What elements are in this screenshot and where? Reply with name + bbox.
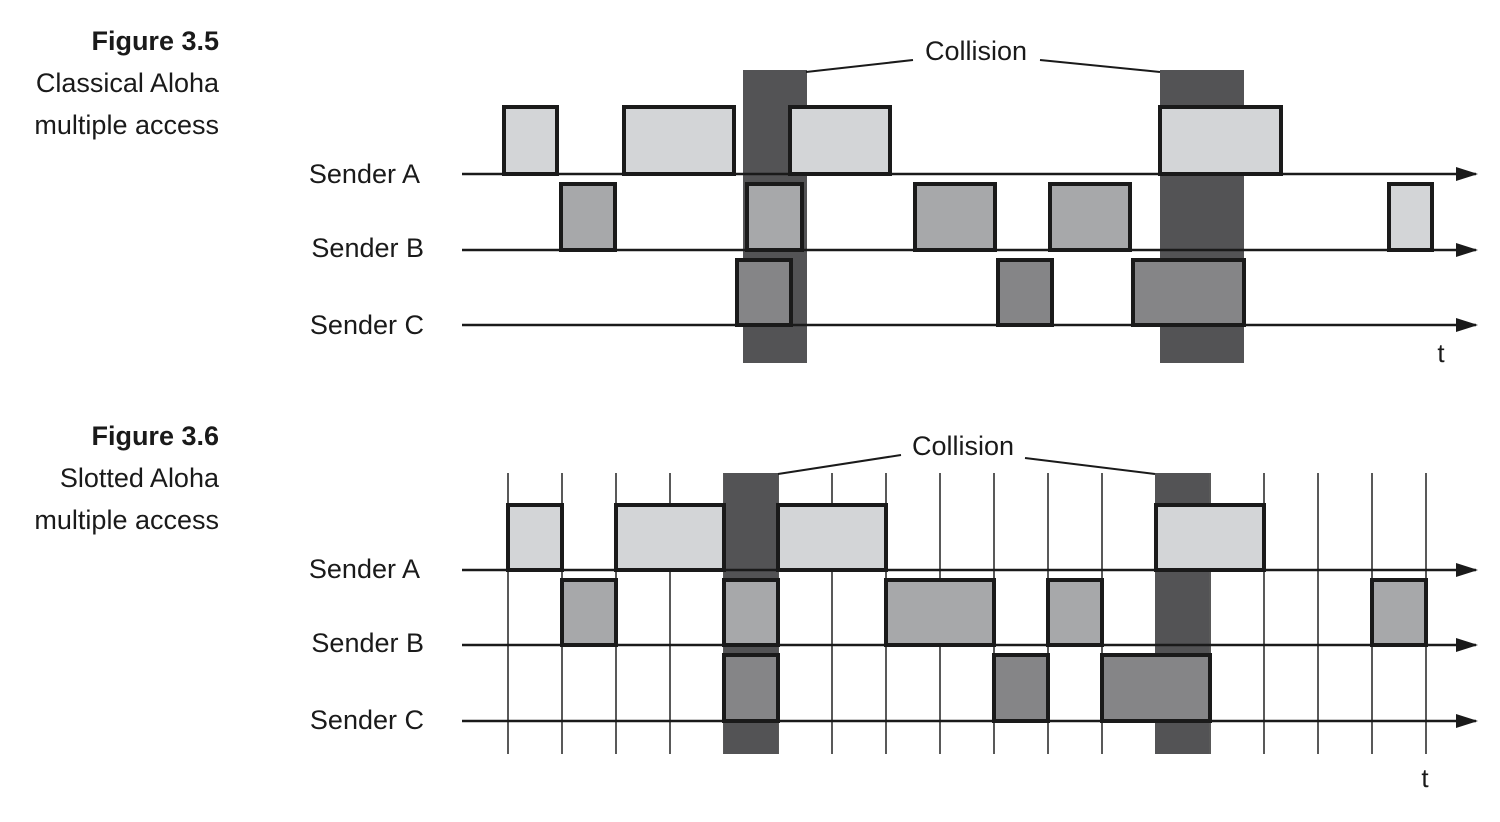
time-axis-label: t — [1437, 338, 1445, 368]
time-axis-label: t — [1421, 763, 1429, 793]
callout-leader-line — [1024, 457, 1156, 475]
sender-a-frame — [1154, 503, 1266, 572]
figure-3-5-caption: Figure 3.5 Classical Aloha multiple acce… — [34, 20, 219, 146]
caption-line: Slotted Aloha — [59, 463, 219, 493]
sender-c-frame — [992, 653, 1050, 723]
sender-b-frame — [722, 578, 780, 647]
sender-a-frame — [1158, 105, 1283, 176]
collision-label: Collision — [925, 36, 1027, 66]
callout-leader-line — [805, 59, 914, 73]
slotted-aloha-diagram: Collision Sender A Sender B Sender C t — [309, 431, 1478, 793]
callout-leader-line — [1039, 59, 1161, 73]
sender-b-frame — [559, 182, 617, 252]
sender-a-frame — [502, 105, 559, 176]
caption-line: Classical Aloha — [35, 68, 219, 98]
figure-3-6-caption: Figure 3.6 Slotted Aloha multiple access — [34, 415, 219, 541]
sender-b-frame — [913, 182, 997, 252]
sender-c-label: Sender C — [310, 310, 424, 340]
sender-c-frame — [996, 258, 1054, 327]
sender-a-frame — [788, 105, 892, 176]
sender-a-frame — [622, 105, 736, 176]
sender-a-label: Sender A — [309, 554, 420, 584]
figure-number: Figure 3.5 — [91, 26, 219, 56]
sender-c-frame — [735, 258, 793, 327]
callout-leader-line — [777, 454, 902, 475]
sender-a-frame — [614, 503, 726, 572]
collision-callout: Collision — [777, 431, 1156, 475]
sender-c-frame — [1131, 258, 1246, 327]
sender-b-label: Sender B — [311, 628, 424, 658]
sender-c-frame — [722, 653, 780, 723]
sender-b-frame — [1370, 578, 1428, 647]
sender-a-label: Sender A — [309, 159, 420, 189]
caption-line: multiple access — [34, 505, 219, 535]
collision-label: Collision — [912, 431, 1014, 461]
sender-a-frame — [1387, 182, 1434, 252]
sender-b-frame — [884, 578, 996, 647]
sender-b-frame — [1046, 578, 1104, 647]
collision-callout: Collision — [805, 36, 1161, 73]
sender-a-frame — [776, 503, 888, 572]
sender-b-frame — [745, 182, 804, 252]
classical-aloha-diagram: Collision Sender A Sender B Sender C t — [309, 36, 1478, 368]
sender-a-frame — [506, 503, 564, 572]
figure-number: Figure 3.6 — [91, 421, 219, 451]
sender-b-frame — [1048, 182, 1132, 252]
sender-b-frame — [560, 578, 618, 647]
sender-b-label: Sender B — [311, 233, 424, 263]
sender-c-label: Sender C — [310, 705, 424, 735]
sender-c-frame — [1100, 653, 1212, 723]
caption-line: multiple access — [34, 110, 219, 140]
